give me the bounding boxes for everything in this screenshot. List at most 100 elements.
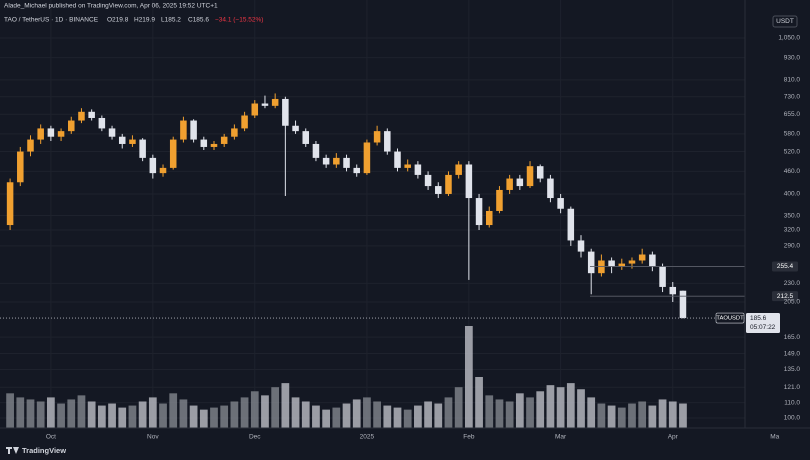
- y-tick-label: 350.0: [784, 212, 801, 219]
- candle-body: [587, 251, 595, 274]
- volume-bar: [536, 391, 545, 428]
- volume-bar: [261, 395, 269, 428]
- volume-bar: [189, 405, 198, 428]
- volume-bar: [128, 405, 137, 428]
- volume-bar: [57, 403, 65, 428]
- ohlc-value: O219.8: [107, 17, 129, 24]
- candle-body: [27, 139, 34, 152]
- y-tick-label: 655.0: [784, 111, 801, 118]
- candle-body: [159, 167, 167, 174]
- volume-bar: [169, 393, 178, 428]
- volume-bar: [495, 399, 504, 428]
- logo: [6, 447, 19, 454]
- volume-bar: [250, 391, 259, 428]
- y-tick-label: 460.0: [784, 168, 801, 175]
- volume-bar: [577, 389, 585, 428]
- candle-body: [78, 111, 85, 121]
- candle-body: [271, 98, 279, 106]
- y-tick-label: 100.0: [784, 415, 801, 422]
- volume-bar: [291, 397, 300, 428]
- volume-bar: [77, 395, 86, 428]
- candle-body: [363, 142, 371, 174]
- last-price-label: 185.6: [750, 315, 767, 322]
- volume-bar: [607, 405, 616, 428]
- y-tick-label: 149.0: [784, 350, 801, 357]
- y-tick-label: 110.0: [784, 399, 800, 406]
- volume-bar: [515, 393, 524, 428]
- volume-bar: [403, 409, 412, 428]
- candle-body: [210, 143, 218, 147]
- volume-bar: [658, 399, 667, 428]
- x-tick-label: Ma: [770, 434, 779, 441]
- volume-bar: [383, 405, 392, 428]
- overlay: 255.4 212.5 TAOUSDT 185.6 05:07:22: [0, 261, 798, 334]
- candle-body: [516, 178, 524, 187]
- x-tick-label: 2025: [360, 434, 375, 441]
- candle-body: [496, 189, 503, 211]
- volume-bar: [505, 401, 514, 428]
- volume-bar: [414, 405, 422, 428]
- symbol-tag: TAOUSDT: [716, 316, 744, 322]
- volume-bar: [434, 403, 443, 428]
- candle-body: [302, 131, 310, 144]
- y-tick-label: 205.0: [784, 299, 801, 306]
- candle-body: [88, 111, 95, 118]
- volume-bar: [6, 393, 14, 428]
- x-tick-label: Apr: [668, 434, 679, 441]
- volume-bar: [230, 401, 239, 428]
- volume-bar: [97, 405, 106, 428]
- candle-body: [47, 128, 55, 137]
- candle-body: [200, 139, 208, 147]
- candle-body: [343, 157, 350, 168]
- candle-body: [536, 166, 544, 179]
- volume-bar: [108, 403, 116, 428]
- level-badge: [772, 291, 798, 302]
- volume-bar: [352, 399, 361, 428]
- candle-body: [149, 157, 157, 174]
- x-tick-label: Mar: [555, 434, 567, 441]
- volume-bar: [199, 409, 208, 428]
- candle-body: [282, 98, 289, 126]
- y-tick-label: 1,050.0: [778, 35, 800, 42]
- y-tick-label: 135.0: [784, 366, 801, 373]
- candle-body: [526, 166, 534, 187]
- volume-bar: [597, 403, 606, 428]
- volume-bar: [159, 403, 167, 428]
- candle-body: [475, 198, 483, 226]
- currency-badge: [772, 15, 798, 28]
- candle-body: [445, 174, 452, 194]
- volume-bar: [526, 397, 534, 428]
- candle-body: [231, 128, 238, 137]
- volume-bar: [26, 399, 35, 428]
- y-tick-label: 230.0: [784, 280, 801, 287]
- y-tick-label: 520.0: [784, 148, 801, 155]
- candle-body: [292, 125, 299, 132]
- volume-bar: [36, 401, 45, 428]
- y-tick-label: 730.0: [784, 93, 801, 100]
- volume-bar: [342, 403, 351, 428]
- volume-bar: [47, 397, 55, 428]
- volume-bar: [424, 401, 432, 428]
- countdown: 05:07:22: [750, 324, 776, 331]
- volume-bar: [464, 326, 473, 428]
- candle-body: [57, 131, 65, 137]
- symbol-tag-badge: [715, 312, 745, 324]
- volume-bar: [281, 383, 290, 428]
- candle-body: [547, 178, 554, 199]
- volume-bar: [546, 385, 555, 428]
- volume-bar: [210, 407, 218, 428]
- x-tick-label: Nov: [147, 434, 159, 441]
- level-label: 212.5: [777, 293, 794, 300]
- volume-bar: [679, 403, 687, 428]
- volume-bar: [454, 387, 463, 428]
- currency: USDT: [776, 18, 794, 25]
- volume-bar: [363, 397, 371, 428]
- volume-bar: [485, 395, 494, 428]
- publisher: Alade_Michael published on TradingView.c…: [4, 3, 218, 10]
- y-tick-label: 400.0: [784, 191, 801, 198]
- candle-body: [404, 164, 411, 168]
- volume-bar: [118, 407, 127, 428]
- y-tick-label: 810.0: [784, 77, 801, 84]
- candle-body: [241, 115, 248, 129]
- candle-body: [577, 240, 585, 252]
